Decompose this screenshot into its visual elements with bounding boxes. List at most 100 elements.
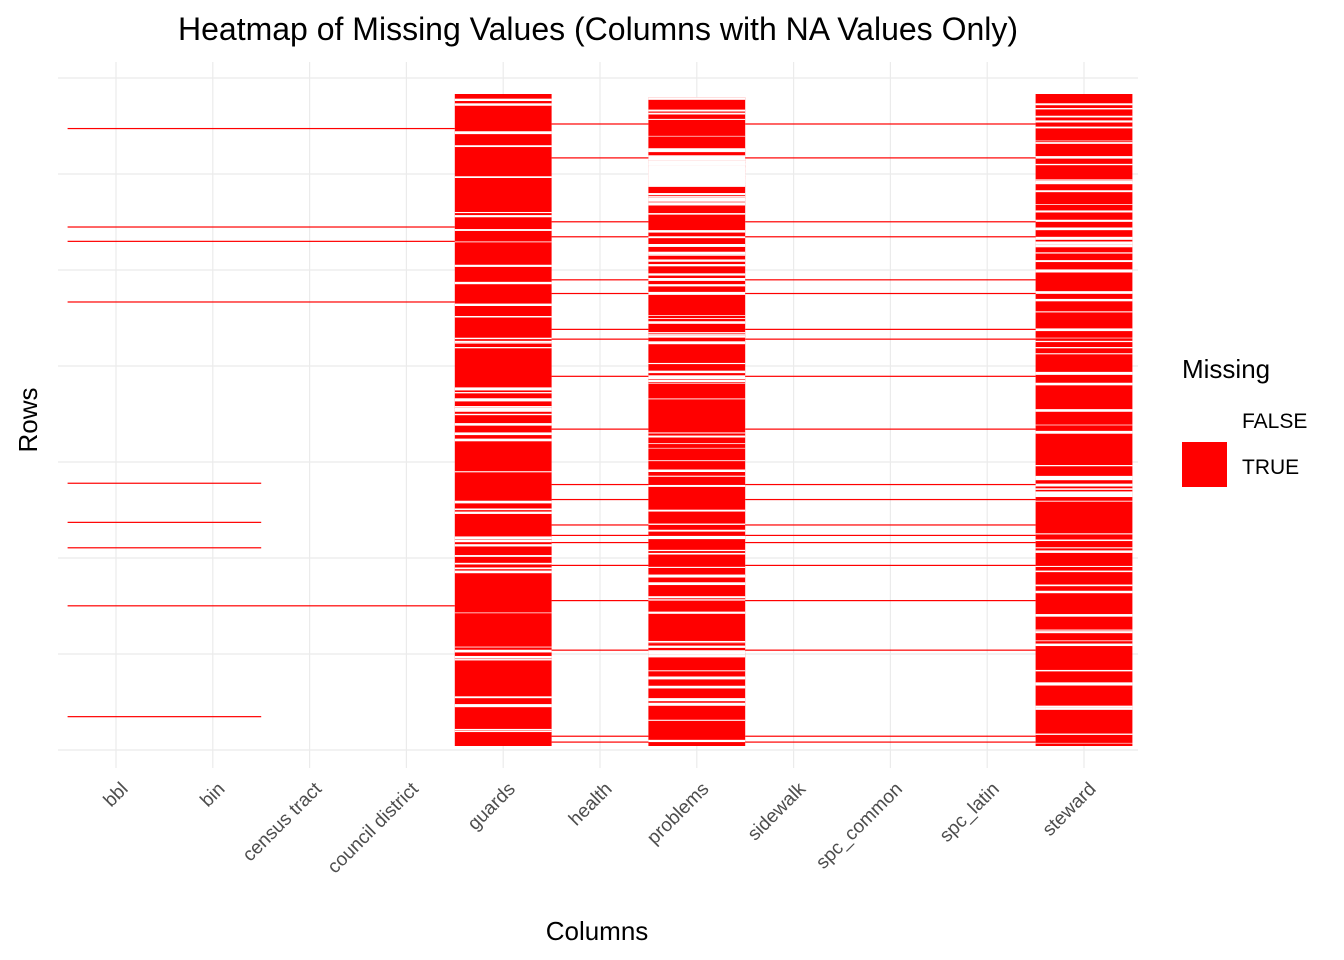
cell-present-steward: [1035, 142, 1133, 144]
cell-present-guards: [454, 696, 552, 699]
cell-present-guards: [454, 407, 552, 411]
cell-missing-row: [745, 524, 1036, 526]
cell-present-problems: [648, 254, 746, 256]
legend-label-false: FALSE: [1242, 410, 1307, 433]
cell-present-problems: [648, 155, 746, 157]
cell-present-guards: [454, 728, 552, 731]
cell-present-problems: [648, 259, 746, 262]
cell-present-guards: [454, 612, 552, 614]
cell-missing-row: [551, 649, 649, 651]
cell-missing-row: [67, 605, 455, 607]
cell-missing-row: [551, 338, 649, 340]
cell-present-steward: [1035, 244, 1133, 248]
cell-present-guards: [454, 241, 552, 243]
cell-present-guards: [454, 281, 552, 285]
cell-present-problems: [648, 180, 746, 183]
cell-present-problems: [648, 654, 746, 658]
cell-present-steward: [1035, 409, 1133, 412]
cell-present-problems: [648, 167, 746, 170]
cell-present-problems: [648, 484, 746, 487]
cell-missing-row: [67, 127, 455, 130]
cell-present-guards: [454, 511, 552, 514]
cell-present-steward: [1035, 163, 1133, 166]
cell-missing-row: [551, 123, 649, 125]
cell-present-steward: [1035, 733, 1133, 735]
cell-missing-row: [745, 221, 1036, 223]
cell-present-steward: [1035, 236, 1133, 240]
cell-present-problems: [648, 645, 746, 648]
cell-present-guards: [454, 438, 552, 442]
cell-present-guards: [454, 387, 552, 391]
cell-present-problems: [648, 193, 746, 196]
cell-present-guards: [454, 508, 552, 511]
cell-missing-row: [551, 157, 649, 159]
cell-present-problems: [648, 383, 746, 384]
cell-present-steward: [1035, 328, 1133, 332]
cell-present-steward: [1035, 424, 1133, 426]
cell-present-steward: [1035, 107, 1133, 110]
cell-missing-row: [551, 735, 649, 737]
cell-present-steward: [1035, 631, 1133, 634]
cell-present-problems: [648, 245, 746, 247]
cell-missing-row: [745, 600, 1036, 602]
cell-present-problems: [648, 178, 746, 182]
cell-present-steward: [1035, 570, 1133, 573]
cell-present-problems: [648, 576, 746, 578]
legend-key-false: [1182, 396, 1227, 441]
cell-present-steward: [1035, 190, 1133, 193]
cell-present-problems: [648, 236, 746, 239]
cell-present-problems: [648, 135, 746, 137]
cell-missing-row: [551, 534, 649, 537]
legend: Missing FALSE TRUE: [1182, 354, 1307, 487]
cell-present-guards: [454, 567, 552, 570]
cell-missing-row: [745, 236, 1036, 238]
cell-missing-row: [551, 328, 649, 330]
cell-present-problems: [648, 739, 746, 743]
cell-present-problems: [648, 284, 746, 287]
cell-present-problems: [648, 398, 746, 400]
cell-present-steward: [1035, 269, 1133, 273]
cell-present-problems: [648, 650, 746, 653]
cell-present-problems: [648, 264, 746, 267]
cell-present-guards: [454, 392, 552, 394]
cell-present-steward: [1035, 291, 1133, 294]
cell-present-problems: [648, 642, 746, 644]
cell-present-problems: [648, 97, 746, 100]
cell-present-guards: [454, 433, 552, 436]
cell-present-problems: [648, 332, 746, 333]
cell-present-guards: [454, 646, 552, 648]
cell-present-guards: [454, 131, 552, 135]
cell-missing-row: [551, 564, 649, 566]
cell-present-problems: [648, 170, 746, 174]
chart-title: Heatmap of Missing Values (Columns with …: [178, 11, 1018, 47]
cell-missing-row: [745, 279, 1036, 281]
cell-present-problems: [648, 379, 746, 383]
cell-present-steward: [1035, 210, 1133, 213]
cell-present-guards: [454, 432, 552, 435]
cell-present-problems: [648, 230, 746, 233]
cell-present-steward: [1035, 103, 1133, 106]
cell-present-guards: [454, 340, 552, 343]
cell-present-guards: [454, 211, 552, 214]
cell-present-steward: [1035, 382, 1133, 386]
cell-present-steward: [1035, 707, 1133, 710]
cell-missing-row: [67, 240, 455, 242]
cell-present-problems: [648, 370, 746, 374]
cell-present-problems: [648, 651, 746, 655]
x-tick-label: bin: [197, 779, 230, 812]
cell-missing-row: [551, 741, 649, 743]
cell-present-problems: [648, 273, 746, 276]
cell-missing-row: [745, 338, 1036, 340]
cell-present-problems: [648, 109, 746, 112]
cell-present-problems: [648, 168, 746, 172]
cell-present-problems: [648, 376, 746, 380]
cell-present-guards: [454, 264, 552, 267]
cell-present-problems: [648, 702, 746, 706]
cell-missing-guards: [454, 94, 552, 746]
cell-present-steward: [1035, 500, 1133, 502]
cell-present-steward: [1035, 340, 1133, 343]
cell-missing-row: [551, 524, 649, 526]
cell-missing-row: [67, 301, 455, 303]
cell-present-problems: [648, 277, 746, 281]
cell-present-problems: [648, 157, 746, 160]
